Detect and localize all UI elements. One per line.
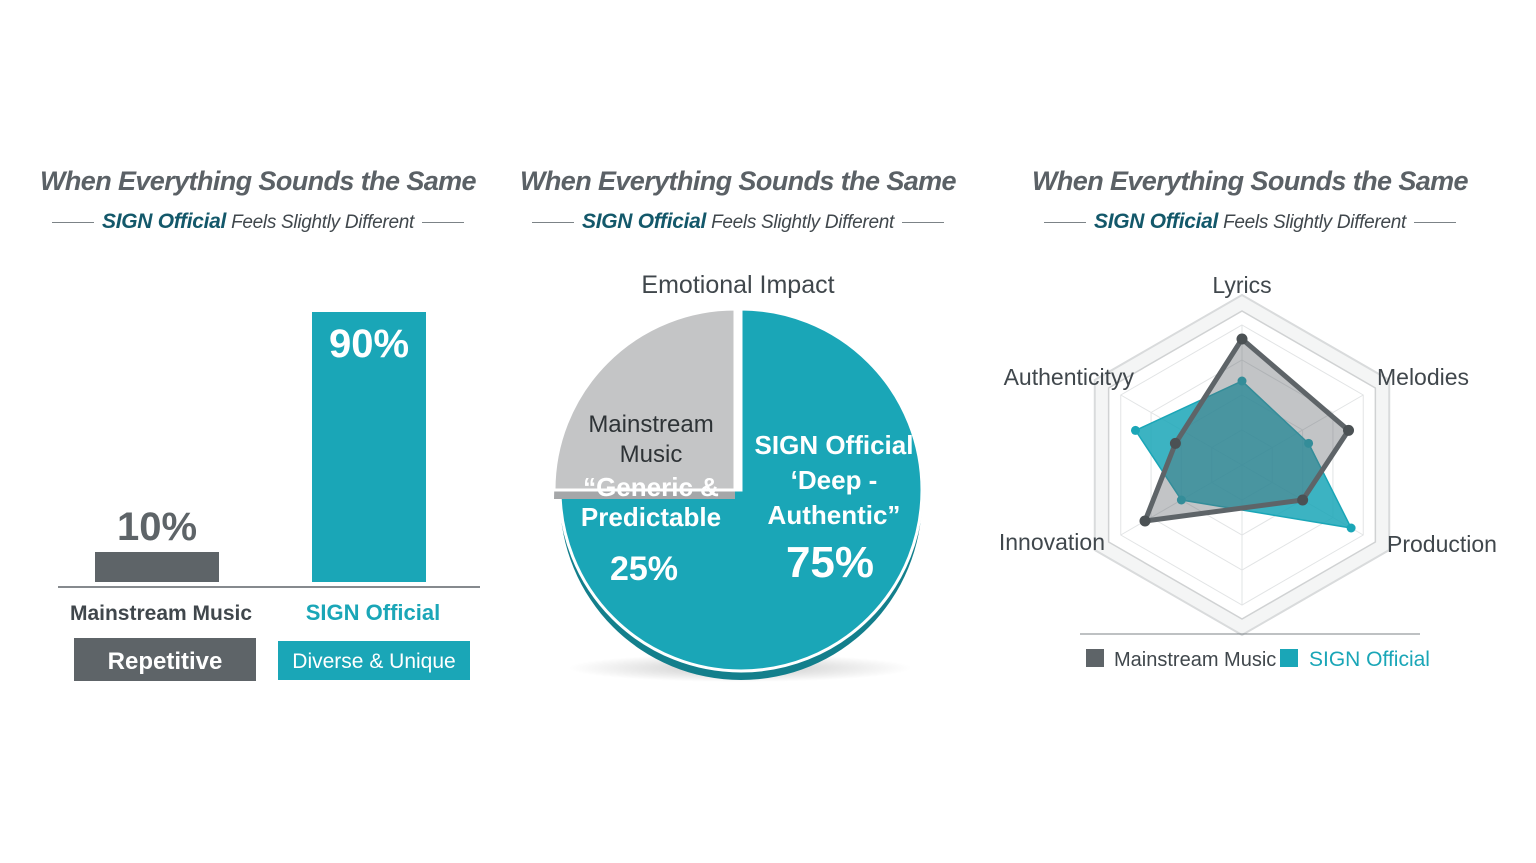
radar-panel-subtitle: SIGN Official Feels Slightly Different — [1030, 210, 1470, 234]
legend-swatch-mainstream — [1086, 649, 1104, 667]
subtitle-brand: SIGN Official — [1094, 210, 1219, 233]
radar-chart-svg: Lyrics Melodies Production Innovation Authen… — [999, 272, 1497, 671]
tag-repetitive-bg — [74, 638, 256, 681]
bar-category-mainstream: Mainstream Music — [70, 602, 252, 625]
radar-point-mainstream-0 — [1236, 333, 1248, 345]
radar-point-mainstream-1 — [1343, 424, 1355, 436]
subtitle-rule-left — [532, 221, 575, 223]
bar-value-label-sign: 90% — [329, 322, 409, 366]
pie-label-sign-line-2: Authentic” — [768, 500, 901, 530]
radar-series-mainstream — [1142, 336, 1352, 524]
pie-value-mainstream: 25% — [610, 550, 678, 588]
subtitle-rule-right — [901, 221, 944, 223]
radar-point-sign-1 — [1304, 438, 1314, 448]
pie-slice-mainstream — [552, 307, 737, 492]
pie-title: Emotional Impact — [641, 271, 834, 299]
bar-sign-official — [312, 312, 426, 582]
pie-label-mainstream-line-0: Mainstream — [588, 411, 713, 438]
pie-chart-svg: Emotional Impact SIGN Official ‘Deep - Aut… — [552, 271, 924, 682]
subtitle-brand: SIGN Official — [582, 210, 707, 233]
radar-point-sign-2 — [1346, 523, 1356, 533]
legend-label-sign: SIGN Official — [1309, 648, 1430, 671]
bar-category-sign: SIGN Official — [306, 600, 440, 625]
pie-chart-panel: When Everything Sounds the Same SIGN Off… — [518, 160, 958, 720]
bar-chart-panel: When Everything Sounds the Same SIGN Off… — [38, 160, 480, 720]
subtitle-brand: SIGN Official — [102, 210, 227, 233]
radar-point-sign-4 — [1130, 425, 1140, 435]
radar-axis-label-melodies: Melodies — [1377, 364, 1469, 390]
subtitle-text: Feels Slightly Different — [1223, 212, 1406, 233]
pie-label-mainstream-line-3: Predictable — [581, 502, 721, 532]
bar-chart-svg: 10% 90% Mainstream Music SIGN Official R… — [58, 312, 480, 681]
bar-mainstream — [95, 552, 219, 582]
pie-value-sign: 75% — [786, 538, 874, 587]
radar-point-mainstream-2 — [1297, 494, 1309, 506]
pie-label-sign-line-1: ‘Deep - — [791, 465, 878, 495]
pie-label-sign-line-0: SIGN Official — [755, 430, 914, 460]
radar-axis-label-production: Production — [1387, 531, 1497, 557]
subtitle-rule-right — [1413, 221, 1456, 223]
radar-point-mainstream-3 — [1139, 515, 1151, 527]
radar-axis-label-innovation: Innovation — [999, 529, 1105, 555]
subtitle-rule-left — [1044, 221, 1087, 223]
pie-panel-subtitle: SIGN Official Feels Slightly Different — [518, 210, 958, 234]
bar-value-label-mainstream: 10% — [117, 505, 197, 549]
subtitle-rule-right — [421, 221, 464, 223]
radar-point-sign-3 — [1176, 495, 1186, 505]
tag-repetitive: Repetitive — [108, 648, 223, 675]
tag-diverse-unique: Diverse & Unique — [292, 650, 455, 673]
subtitle-text: Feels Slightly Different — [231, 212, 414, 233]
radar-chart-panel: When Everything Sounds the Same SIGN Off… — [999, 160, 1497, 720]
legend-label-mainstream: Mainstream Music — [1114, 649, 1276, 671]
radar-axis-label-authenticityy: Authenticityy — [1004, 364, 1135, 390]
tag-diverse-bg — [278, 641, 470, 680]
radar-axis-label-lyrics: Lyrics — [1212, 272, 1271, 298]
legend-swatch-sign — [1280, 649, 1298, 667]
pie-slice-sign-official — [558, 307, 924, 673]
radar-point-sign-0 — [1237, 376, 1247, 386]
subtitle-text: Feels Slightly Different — [711, 212, 894, 233]
bar-panel-subtitle: SIGN Official Feels Slightly Different — [38, 210, 478, 234]
subtitle-rule-left — [52, 221, 95, 223]
pie-panel-title: When Everything Sounds the Same — [520, 166, 957, 196]
radar-point-mainstream-4 — [1169, 437, 1181, 449]
pie-label-mainstream-line-2: “Generic & — [583, 472, 719, 502]
radar-panel-title: When Everything Sounds the Same — [1032, 166, 1469, 196]
pie-label-mainstream-line-1: Music — [620, 441, 683, 468]
bar-panel-title: When Everything Sounds the Same — [40, 166, 477, 196]
